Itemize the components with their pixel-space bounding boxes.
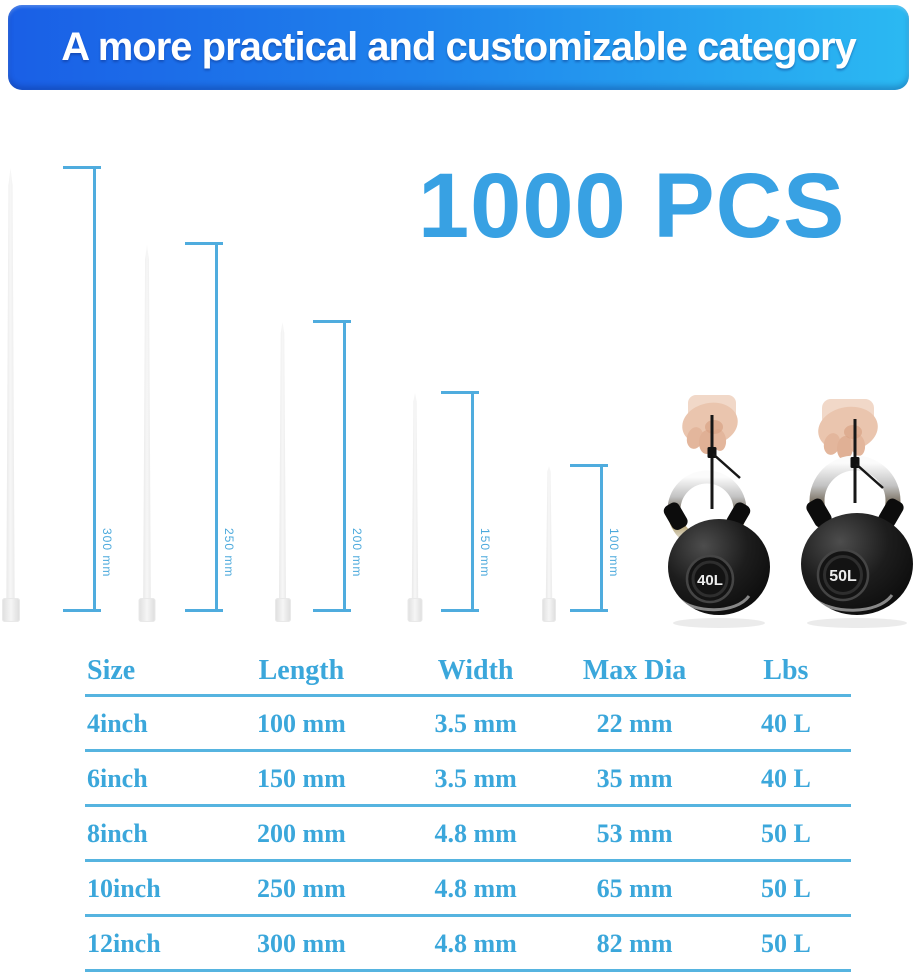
- cable-tie-body: [6, 168, 15, 600]
- banner-title: A more practical and customizable catego…: [61, 25, 857, 69]
- table-row: 8inch 200 mm 4.8 mm 53 mm 50 L: [85, 807, 851, 862]
- bracket-vertical-line: [600, 464, 603, 612]
- bracket-top-line: [63, 166, 101, 169]
- cable-tie-head: [407, 598, 423, 622]
- bracket-vertical-line: [471, 391, 474, 612]
- kettlebell-illustration: 40L 50L: [663, 395, 913, 628]
- spec-table-header-max-dia: Max Dia: [582, 655, 687, 686]
- table-cell: 6inch: [87, 764, 148, 793]
- hand-image: [682, 395, 738, 454]
- spec-table-header-size: Size: [87, 655, 136, 686]
- bracket-bottom-line: [185, 609, 223, 612]
- table-cell: 8inch: [87, 819, 148, 848]
- gloss-highlight: [676, 595, 751, 612]
- bracket-bottom-line: [63, 609, 101, 612]
- measurement-label: 200 mm: [350, 528, 364, 578]
- bracket-bottom-line: [441, 609, 479, 612]
- bracket-vertical-line: [215, 242, 218, 612]
- table-row: 10inch 250 mm 4.8 mm 65 mm 50 L: [85, 862, 851, 917]
- cable-tie-200mm: [274, 322, 291, 622]
- cable-tie-150mm: [407, 393, 423, 622]
- table-cell: 50 L: [760, 874, 811, 903]
- table-cell: 12inch: [87, 929, 161, 958]
- table-cell: 40 L: [760, 709, 811, 738]
- spec-table-header-length: Length: [258, 655, 345, 686]
- cable-tie-head: [138, 598, 156, 622]
- measurement-label: 250 mm: [222, 528, 236, 578]
- shadow: [673, 618, 765, 628]
- table-cell: 250 mm: [256, 874, 346, 903]
- table-cell: 82 mm: [596, 929, 673, 958]
- cable-tie-body: [545, 466, 553, 600]
- bracket-vertical-line: [93, 166, 96, 612]
- table-cell: 150 mm: [256, 764, 346, 793]
- black-cable-tie: [707, 415, 741, 509]
- cable-tie-head: [274, 598, 291, 622]
- kettlebell-weight-label: 50L: [829, 568, 857, 585]
- shadow: [807, 618, 907, 628]
- bracket-top-line: [313, 320, 351, 323]
- table-cell: 4.8 mm: [434, 874, 517, 903]
- table-cell: 300 mm: [256, 929, 346, 958]
- table-cell: 4.8 mm: [434, 819, 517, 848]
- cable-tie-body: [143, 245, 151, 600]
- table-row: 6inch 150 mm 3.5 mm 35 mm 40 L: [85, 752, 851, 807]
- bracket-top-line: [441, 391, 479, 394]
- gloss-highlight: [810, 594, 894, 612]
- table-cell: 100 mm: [256, 709, 346, 738]
- table-cell: 50 L: [760, 819, 811, 848]
- table-cell: 50 L: [760, 929, 811, 958]
- spec-table-header-lbs: Lbs: [763, 655, 809, 686]
- hand-image: [818, 399, 878, 460]
- cable-tie-head: [542, 598, 556, 622]
- kettlebell-40l: 40L: [663, 395, 770, 628]
- table-row: 4inch 100 mm 3.5 mm 22 mm 40 L: [85, 697, 851, 752]
- bracket-bottom-line: [570, 609, 608, 612]
- spec-table-header-row: Size Length Width Max Dia Lbs: [85, 648, 851, 697]
- cable-tie-head: [1, 598, 20, 622]
- table-cell: 3.5 mm: [434, 764, 517, 793]
- measurement-label: 300 mm: [100, 528, 114, 578]
- bracket-vertical-line: [343, 320, 346, 612]
- table-cell: 10inch: [87, 874, 161, 903]
- bracket-bottom-line: [313, 609, 351, 612]
- measurement-label: 150 mm: [478, 528, 492, 578]
- table-cell: 35 mm: [596, 764, 673, 793]
- black-cable-tie: [850, 419, 884, 503]
- table-cell: 3.5 mm: [434, 709, 517, 738]
- table-cell: 53 mm: [596, 819, 673, 848]
- spec-table: Size Length Width Max Dia Lbs 4inch 100 …: [85, 648, 851, 972]
- piece-count-headline: 1000 PCS: [418, 155, 846, 257]
- cable-tie-body: [411, 393, 419, 600]
- banner: A more practical and customizable catego…: [8, 5, 909, 90]
- cable-tie-250mm: [138, 245, 156, 622]
- cable-tie-100mm: [542, 466, 556, 622]
- table-cell: 40 L: [760, 764, 811, 793]
- bracket-top-line: [185, 242, 223, 245]
- table-cell: 4inch: [87, 709, 148, 738]
- table-cell: 200 mm: [256, 819, 346, 848]
- bracket-top-line: [570, 464, 608, 467]
- table-cell: 65 mm: [596, 874, 673, 903]
- cable-tie-body: [278, 322, 287, 600]
- kettlebell-weight-label: 40L: [697, 572, 723, 589]
- handle-mount: [806, 498, 832, 528]
- handle-mount: [663, 502, 688, 530]
- cable-tie-300mm: [1, 168, 20, 622]
- table-row: 12inch 300 mm 4.8 mm 82 mm 50 L: [85, 917, 851, 972]
- spec-table-header-width: Width: [437, 655, 514, 686]
- kettlebell-50l: 50L: [801, 399, 913, 628]
- table-cell: 22 mm: [596, 709, 673, 738]
- table-cell: 4.8 mm: [434, 929, 517, 958]
- measurement-label: 100 mm: [607, 528, 621, 578]
